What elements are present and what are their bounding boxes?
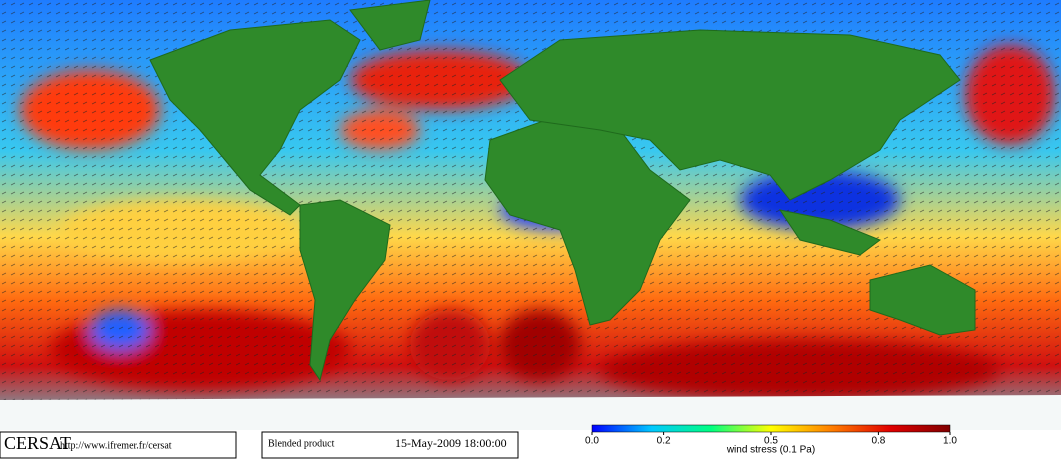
bottom-bar: CERSAT http://www.ifremer.fr/cersat Blen… bbox=[0, 431, 815, 459]
colorbar-tick-label: 0.8 bbox=[871, 436, 885, 447]
colorbar bbox=[591, 424, 951, 433]
product-label: Blended product bbox=[268, 438, 335, 449]
colorbar-tick-label: 0.0 bbox=[585, 436, 599, 447]
colorbar-tick-label: 0.2 bbox=[657, 436, 671, 447]
credit-box bbox=[0, 431, 237, 459]
product-box bbox=[261, 431, 519, 459]
product-date: 15-May-2009 18:00:00 bbox=[395, 436, 507, 450]
logo: CERSAT bbox=[4, 433, 71, 453]
colorbar-tick-label: 1.0 bbox=[943, 436, 957, 447]
colorbar-label: wind stress (0.1 Pa) bbox=[726, 445, 815, 456]
colorbar-tick-label: 0.5 bbox=[764, 436, 778, 447]
url: http://www.ifremer.fr/cersat bbox=[60, 440, 172, 451]
landmasses bbox=[0, 0, 1061, 430]
